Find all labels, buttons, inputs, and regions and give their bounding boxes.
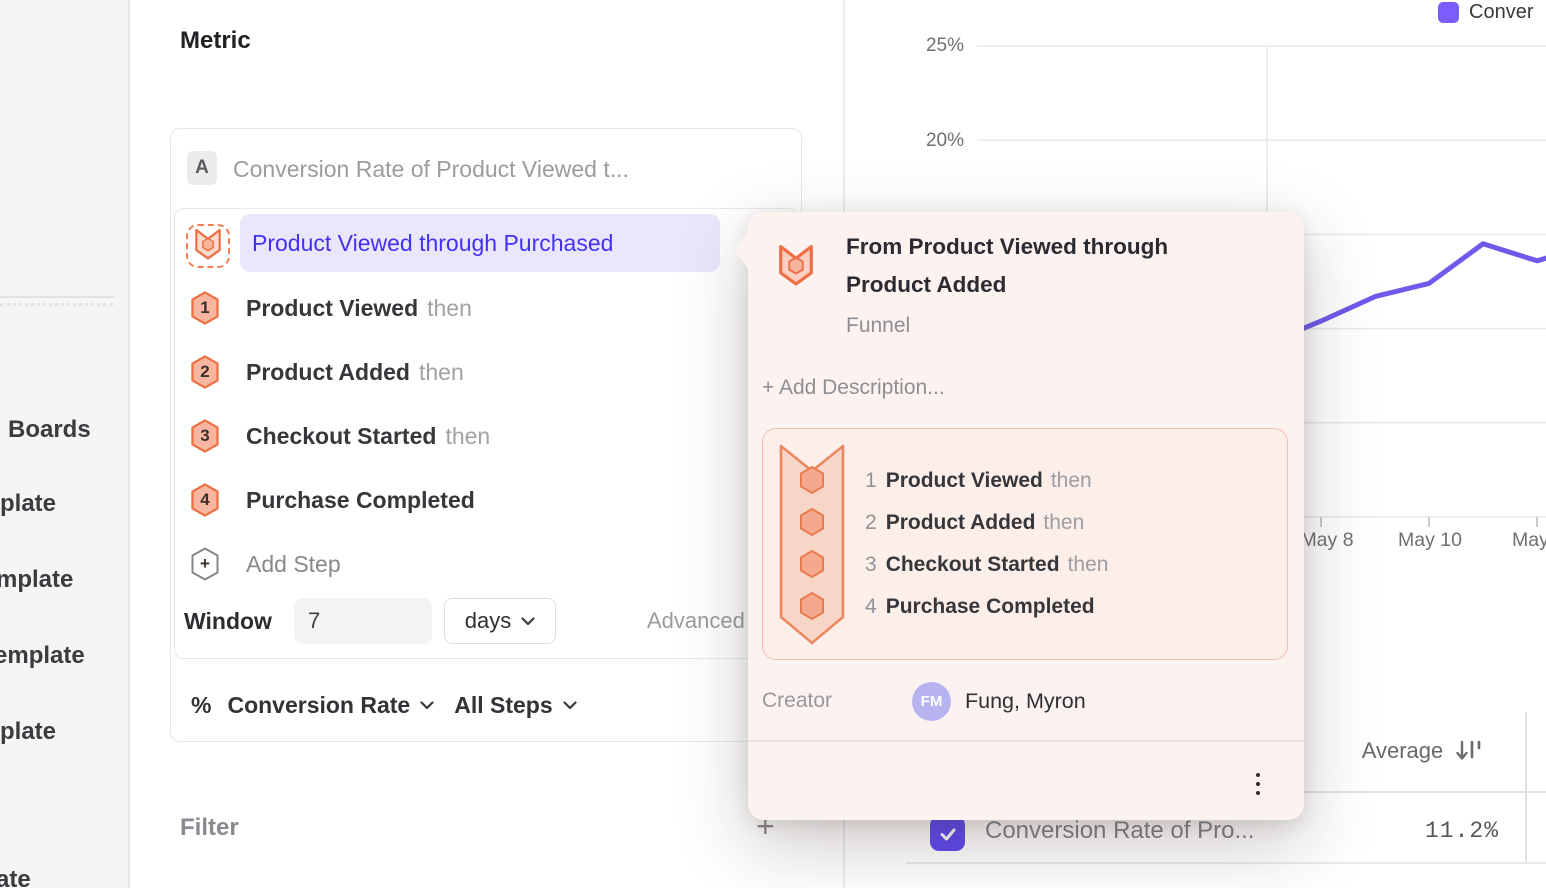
conversion-rate-line-series[interactable]	[1264, 241, 1546, 347]
funnel-steps-container: Product Viewed through Purchased 1 Produ…	[174, 208, 798, 659]
chevron-down-icon	[521, 616, 535, 625]
step-4-hexagon-icon: 4	[190, 483, 220, 517]
funnel-icon	[777, 243, 815, 292]
x-axis-tick-may12: May	[1512, 529, 1546, 551]
funnel-step-row-4[interactable]: 4 Purchase Completed	[175, 482, 484, 518]
step-2-hexagon-icon: 2	[190, 355, 220, 389]
filter-section-title: Filter	[180, 814, 239, 841]
creator-name: Fung, Myron	[965, 689, 1086, 713]
metric-card: A Conversion Rate of Product Viewed t...…	[170, 128, 802, 742]
popover-step-3: 3 Checkout Started then	[865, 553, 1109, 576]
popover-step-2: 2 Product Added then	[865, 511, 1085, 534]
series-average-value: 11.2%	[1424, 818, 1499, 844]
plus-glyph: +	[200, 554, 210, 573]
checkmark-icon	[940, 828, 955, 840]
funnel-details-popover: From Product Viewed through Product Adde…	[734, 212, 1304, 820]
add-step-button[interactable]: + Add Step	[175, 546, 341, 582]
step-3-number: 3	[200, 426, 210, 445]
add-step-hexagon-plus-icon: +	[190, 547, 220, 581]
funnel-ribbon-icon	[779, 444, 845, 651]
step-1-name: Product Viewed	[246, 294, 419, 321]
x-axis-tick-may8: May 8	[1300, 529, 1354, 551]
legend-label: Conver	[1469, 1, 1534, 23]
step-4-number: 4	[200, 490, 210, 509]
legend-swatch-icon	[1438, 2, 1459, 23]
sidebar-divider	[0, 296, 114, 298]
funnel-icon	[194, 227, 222, 266]
sidebar-item-template-1[interactable]: plate	[0, 490, 57, 517]
sidebar-item-template-3[interactable]: emplate	[0, 642, 85, 669]
metric-letter-badge: A	[187, 151, 217, 185]
sidebar-item-template-4[interactable]: plate	[0, 718, 57, 745]
metric-title: Conversion Rate of Product Viewed t...	[233, 156, 629, 182]
sidebar-item-boards[interactable]: Boards	[8, 416, 91, 443]
window-value-input[interactable]	[294, 598, 432, 644]
series-checkbox[interactable]	[930, 816, 965, 851]
y-axis-tick-20: 20%	[925, 130, 964, 151]
step-1-then: then	[427, 294, 472, 321]
sidebar-item-template-2[interactable]: mplate	[0, 566, 74, 593]
funnel-step-row-1[interactable]: 1 Product Viewed then	[175, 290, 472, 326]
metric-section-title: Metric	[180, 27, 251, 54]
window-label: Window	[184, 608, 272, 634]
popover-funnel-summary: 1 Product Viewed then 2 Product Added then 3…	[762, 428, 1288, 660]
step-1-number: 1	[200, 298, 210, 317]
step-2-number: 2	[200, 362, 210, 381]
average-header-label: Average	[1361, 737, 1444, 763]
step-1-hexagon-icon: 1	[190, 291, 220, 325]
step-3-then: then	[445, 422, 491, 449]
window-unit-value: days	[464, 608, 512, 633]
funnel-step-row-3[interactable]: 3 Checkout Started then	[175, 418, 490, 454]
popover-step-4: 4 Purchase Completed	[865, 595, 1095, 618]
popover-title: From Product Viewed through Product Adde…	[846, 234, 1169, 297]
add-step-label: Add Step	[246, 550, 341, 577]
y-axis-tick-25: 25%	[925, 35, 964, 56]
table-column-border	[1525, 712, 1527, 862]
measure-dropdown[interactable]: Conversion Rate	[227, 691, 411, 718]
creator-label: Creator	[762, 689, 833, 712]
popover-subtitle: Funnel	[846, 314, 911, 337]
x-axis-tick-may10: May 10	[1398, 529, 1462, 551]
creator-avatar: FM	[912, 682, 951, 721]
add-description-button[interactable]: + Add Description...	[762, 376, 945, 399]
more-options-kebab-button[interactable]	[1240, 762, 1276, 806]
chevron-down-icon[interactable]	[563, 700, 577, 710]
table-row-border	[906, 862, 1546, 864]
steps-scope-dropdown[interactable]: All Steps	[454, 691, 553, 718]
funnel-icon-dashed-box[interactable]	[186, 224, 230, 268]
sidebar-item-template-5[interactable]: ate	[0, 866, 31, 888]
percent-icon: %	[191, 691, 212, 718]
step-3-name: Checkout Started	[246, 422, 437, 449]
average-column-header[interactable]: Average	[1320, 710, 1525, 791]
popover-step-1: 1 Product Viewed then	[865, 469, 1092, 492]
measure-row: % Conversion Rate All Steps	[191, 687, 577, 723]
sort-descending-icon	[1456, 740, 1481, 760]
sidebar: Boards plate mplate emplate plate ate	[0, 0, 130, 888]
window-row: Window days Advanced	[184, 598, 784, 644]
chart-legend[interactable]: Conver	[1438, 1, 1533, 24]
chevron-down-icon[interactable]	[420, 700, 434, 710]
sidebar-dotted-divider	[0, 303, 113, 306]
selected-funnel-event[interactable]: Product Viewed through Purchased	[240, 214, 720, 272]
popover-divider	[748, 740, 1304, 742]
step-4-name: Purchase Completed	[246, 486, 475, 513]
step-3-hexagon-icon: 3	[190, 419, 220, 453]
step-2-then: then	[418, 358, 464, 385]
window-unit-select[interactable]: days	[444, 598, 556, 644]
advanced-link[interactable]: Advanced	[647, 608, 745, 633]
series-row-label[interactable]: Conversion Rate of Pro...	[985, 817, 1255, 844]
step-2-name: Product Added	[246, 358, 410, 385]
funnel-step-row-2[interactable]: 2 Product Added then	[175, 354, 464, 390]
